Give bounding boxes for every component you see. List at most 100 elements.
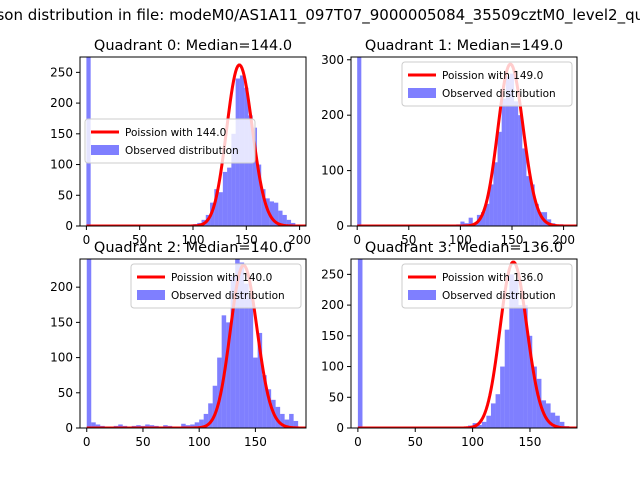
histogram-bar (481, 212, 486, 226)
y-tick-label: 200 (321, 108, 344, 122)
histogram-bar (489, 184, 494, 226)
histogram-bar (513, 280, 519, 428)
x-tick-label: 50 (132, 233, 147, 247)
x-tick-label: 200 (288, 233, 311, 247)
histogram-bar (280, 413, 285, 428)
histogram-bar (518, 305, 524, 428)
histogram-bar (257, 332, 263, 428)
quadrant-2-chart: 0 50 100 150 0 50 100 150 200 Quadrant 2: Median=… (50, 240, 307, 449)
y-tick-label: 0 (65, 219, 73, 233)
quadrant-2-title: Quadrant 2: Median=140.0 (94, 240, 292, 256)
histogram-bar (493, 162, 498, 226)
histogram-bar (212, 385, 218, 428)
legend-poisson-label: Poission with 144.0 (125, 127, 226, 139)
quadrant-0-title: Quadrant 0: Median=144.0 (94, 38, 292, 54)
histogram-bar (481, 421, 487, 428)
histogram-bar (194, 422, 200, 428)
y-tick-label: 200 (50, 280, 73, 294)
y-tick-label: 300 (321, 53, 344, 67)
histogram-bar (532, 366, 537, 428)
y-tick-label: 100 (50, 351, 73, 365)
histogram-bar (278, 210, 283, 226)
y-tick-label: 250 (50, 65, 73, 79)
histogram-bar (208, 403, 213, 428)
x-tick-label: 50 (401, 233, 416, 247)
histogram-bar (530, 184, 535, 226)
legend-poisson-label: Poission with 149.0 (442, 70, 543, 82)
histogram-bar (190, 424, 195, 428)
y-tick-label: 0 (336, 421, 344, 435)
legend-observed-label: Observed distribution (171, 290, 285, 302)
legend-observed-swatch (91, 145, 119, 155)
y-tick-label: 0 (336, 219, 344, 233)
histogram-bar (522, 148, 527, 226)
histogram-bar (555, 415, 560, 428)
histogram-bar (293, 420, 299, 428)
histogram-bar (266, 389, 272, 428)
histogram-bar (518, 115, 523, 226)
histogram-bar (262, 375, 267, 428)
histogram-bar (486, 415, 491, 428)
quadrant-3-legend: Poission with 136.0 Observed distribution (401, 263, 573, 309)
histogram-bar (468, 217, 473, 226)
histogram-bar (490, 403, 496, 428)
quadrant-2-legend: Poission with 140.0 Observed distribution (130, 263, 302, 309)
histogram-bar (91, 422, 96, 428)
histogram-bar (181, 423, 186, 428)
histogram-bar (527, 335, 533, 428)
histogram-bar (252, 127, 257, 226)
histogram-bar (282, 214, 287, 226)
histogram-bar (235, 259, 240, 428)
histogram-bar (244, 283, 249, 428)
histogram-bar (546, 403, 551, 428)
y-tick-label: 200 (321, 298, 344, 312)
legend-box (401, 263, 573, 309)
histogram-bar (504, 329, 510, 428)
y-tick-label: 250 (321, 267, 344, 281)
histogram-bar (261, 189, 266, 226)
x-tick-label: 200 (552, 233, 575, 247)
histogram-bar (495, 394, 501, 428)
x-tick-label: 150 (501, 233, 524, 247)
histogram-bar (477, 424, 482, 428)
quadrant-3-axes-frame (350, 258, 578, 429)
x-tick-label: 150 (235, 233, 258, 247)
histogram-bar (460, 221, 465, 226)
histogram-bar (248, 297, 254, 428)
histogram-bar (227, 167, 232, 226)
histogram-bar (118, 424, 123, 428)
y-tick-label: 50 (329, 390, 344, 404)
y-tick-label: 150 (50, 127, 73, 141)
histogram-bar (357, 259, 363, 428)
y-tick-label: 100 (321, 360, 344, 374)
histogram-bar (497, 131, 502, 226)
histogram-bar (274, 202, 279, 226)
histogram-bar (230, 276, 236, 428)
histogram-bar (86, 259, 92, 428)
x-tick-label: 0 (83, 233, 91, 247)
x-tick-label: 150 (244, 435, 267, 449)
legend-poisson-label: Poission with 136.0 (442, 272, 543, 284)
histogram-bar (509, 274, 514, 428)
histogram-bar (239, 262, 245, 428)
histogram-bar (248, 115, 253, 226)
figure-suptitle: Plots for Poisson distribution in file: … (0, 6, 640, 25)
quadrant-1-chart: 0 50 100 150 200 0 100 200 300 Quadrant 1: Median… (321, 38, 578, 247)
quadrant-1-legend: Poission with 149.0 Observed distribution (401, 61, 573, 107)
histogram-bar (523, 305, 528, 428)
histogram-bar (509, 73, 515, 226)
x-tick-label: 100 (449, 233, 472, 247)
histogram-bar (269, 201, 275, 226)
histogram-bar (538, 212, 543, 226)
histogram-bar (514, 101, 519, 226)
histogram-bar (559, 421, 565, 428)
histogram-bar (505, 76, 510, 226)
histogram-bar (500, 366, 505, 428)
y-tick-label: 200 (50, 96, 73, 110)
histogram-bar (95, 424, 101, 428)
histogram-bar (289, 413, 294, 428)
histogram-bar (214, 189, 219, 226)
y-tick-label: 100 (321, 164, 344, 178)
legend-box (401, 61, 573, 107)
x-tick-label: 0 (83, 435, 91, 449)
